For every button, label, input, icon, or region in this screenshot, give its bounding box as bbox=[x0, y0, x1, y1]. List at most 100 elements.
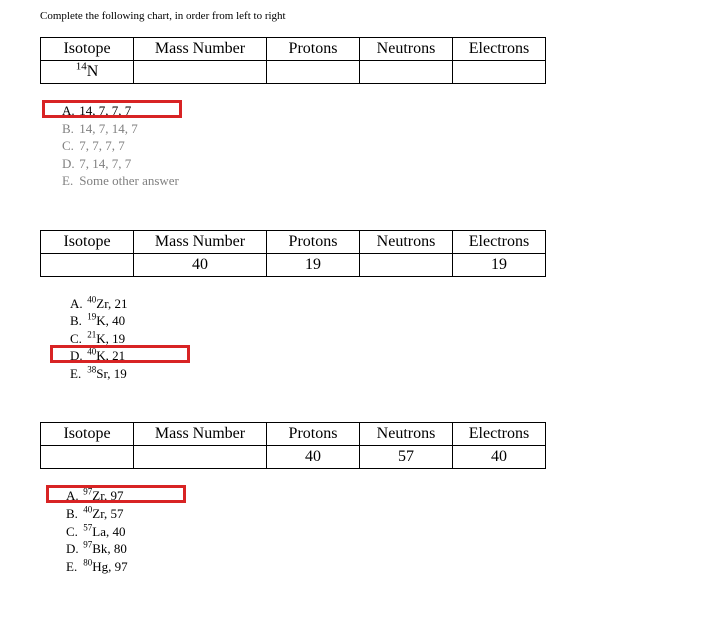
q3-ans-d: D. 97Bk, 80 bbox=[50, 540, 680, 558]
q1-ans-c: C. 7, 7, 7, 7 bbox=[46, 137, 680, 155]
ans-text: 7, 7, 7, 7 bbox=[79, 138, 125, 153]
q2-ans-a: A. 40Zr, 21 bbox=[54, 295, 680, 313]
q2-electrons-cell: 19 bbox=[453, 253, 546, 276]
ans-text: Some other answer bbox=[79, 173, 179, 188]
q2-ans-b: B. 19K, 40 bbox=[54, 312, 680, 330]
ans-sup: 97 bbox=[83, 487, 92, 497]
ans-label: C. bbox=[62, 137, 76, 155]
th-isotope: Isotope bbox=[41, 230, 134, 253]
table-row: 40 57 40 bbox=[41, 446, 546, 469]
ans-label: A. bbox=[70, 295, 84, 313]
q1-answers: A. 14, 7, 7, 7 B. 14, 7, 14, 7 C. 7, 7, … bbox=[46, 102, 680, 190]
ans-text: Sr, 19 bbox=[96, 366, 127, 381]
q3-table: Isotope Mass Number Protons Neutrons Ele… bbox=[40, 422, 546, 469]
ans-text: Zr, 57 bbox=[92, 506, 123, 521]
q2-answers: A. 40Zr, 21 B. 19K, 40 C. 21K, 19 D. 40K… bbox=[54, 295, 680, 383]
ans-label: A. bbox=[62, 102, 76, 120]
q1-iso-sup: 14 bbox=[76, 61, 87, 73]
table-header-row: Isotope Mass Number Protons Neutrons Ele… bbox=[41, 423, 546, 446]
ans-text: 14, 7, 14, 7 bbox=[79, 121, 138, 136]
q3-ans-b: B. 40Zr, 57 bbox=[50, 505, 680, 523]
th-neutrons: Neutrons bbox=[360, 38, 453, 61]
th-electrons: Electrons bbox=[453, 230, 546, 253]
th-electrons: Electrons bbox=[453, 423, 546, 446]
th-isotope: Isotope bbox=[41, 38, 134, 61]
q2-mass-cell: 40 bbox=[134, 253, 267, 276]
q1-mass-cell bbox=[134, 61, 267, 84]
ans-text: 14, 7, 7, 7 bbox=[79, 103, 131, 118]
ans-sup: 21 bbox=[87, 330, 96, 340]
q2-protons-cell: 19 bbox=[267, 253, 360, 276]
table-row: 40 19 19 bbox=[41, 253, 546, 276]
q3-neutrons-cell: 57 bbox=[360, 446, 453, 469]
table-header-row: Isotope Mass Number Protons Neutrons Ele… bbox=[41, 38, 546, 61]
q2-ans-c: C. 21K, 19 bbox=[54, 330, 680, 348]
q2-ans-d: D. 40K, 21 bbox=[54, 347, 680, 365]
ans-label: D. bbox=[70, 347, 84, 365]
th-isotope: Isotope bbox=[41, 423, 134, 446]
ans-text: 7, 14, 7, 7 bbox=[79, 156, 131, 171]
ans-sup: 57 bbox=[83, 522, 92, 532]
q1-isotope-cell: 14N bbox=[41, 61, 134, 84]
th-protons: Protons bbox=[267, 230, 360, 253]
q1-ans-b: B. 14, 7, 14, 7 bbox=[46, 120, 680, 138]
q1-iso-elem: N bbox=[87, 63, 99, 80]
ans-text: K, 19 bbox=[96, 331, 125, 346]
table-row: 14N bbox=[41, 61, 546, 84]
q3-electrons-cell: 40 bbox=[453, 446, 546, 469]
q1-ans-a: A. 14, 7, 7, 7 bbox=[46, 102, 680, 120]
q1-electrons-cell bbox=[453, 61, 546, 84]
q3-isotope-cell bbox=[41, 446, 134, 469]
ans-label: B. bbox=[62, 120, 76, 138]
th-protons: Protons bbox=[267, 423, 360, 446]
ans-sup: 40 bbox=[87, 347, 96, 357]
ans-sup: 80 bbox=[83, 557, 92, 567]
q1-table: Isotope Mass Number Protons Neutrons Ele… bbox=[40, 37, 546, 84]
ans-label: D. bbox=[62, 155, 76, 173]
th-mass: Mass Number bbox=[134, 423, 267, 446]
q1-ans-d: D. 7, 14, 7, 7 bbox=[46, 155, 680, 173]
ans-sup: 40 bbox=[87, 294, 96, 304]
ans-label: A. bbox=[66, 487, 80, 505]
ans-label: B. bbox=[66, 505, 80, 523]
ans-text: K, 21 bbox=[96, 348, 125, 363]
table-header-row: Isotope Mass Number Protons Neutrons Ele… bbox=[41, 230, 546, 253]
q2-isotope-cell bbox=[41, 253, 134, 276]
ans-text: Zr, 21 bbox=[96, 296, 127, 311]
ans-sup: 97 bbox=[83, 540, 92, 550]
ans-text: La, 40 bbox=[92, 524, 125, 539]
ans-sup: 38 bbox=[87, 365, 96, 375]
th-neutrons: Neutrons bbox=[360, 230, 453, 253]
ans-label: D. bbox=[66, 540, 80, 558]
q1-ans-e: E. Some other answer bbox=[46, 172, 680, 190]
ans-label: E. bbox=[70, 365, 84, 383]
q2-neutrons-cell bbox=[360, 253, 453, 276]
ans-sup: 19 bbox=[87, 312, 96, 322]
ans-label: E. bbox=[66, 558, 80, 576]
th-electrons: Electrons bbox=[453, 38, 546, 61]
th-protons: Protons bbox=[267, 38, 360, 61]
ans-text: Zr, 97 bbox=[92, 488, 123, 503]
q1-protons-cell bbox=[267, 61, 360, 84]
instruction-text: Complete the following chart, in order f… bbox=[40, 10, 680, 22]
ans-text: K, 40 bbox=[96, 313, 125, 328]
ans-label: B. bbox=[70, 312, 84, 330]
ans-text: Bk, 80 bbox=[92, 541, 127, 556]
th-mass: Mass Number bbox=[134, 230, 267, 253]
q3-ans-a: A. 97Zr, 97 bbox=[50, 487, 680, 505]
ans-label: C. bbox=[70, 330, 84, 348]
q3-ans-c: C. 57La, 40 bbox=[50, 523, 680, 541]
q3-mass-cell bbox=[134, 446, 267, 469]
ans-label: C. bbox=[66, 523, 80, 541]
q3-ans-e: E. 80Hg, 97 bbox=[50, 558, 680, 576]
q2-table: Isotope Mass Number Protons Neutrons Ele… bbox=[40, 230, 546, 277]
q3-protons-cell: 40 bbox=[267, 446, 360, 469]
ans-label: E. bbox=[62, 172, 76, 190]
ans-text: Hg, 97 bbox=[92, 559, 127, 574]
th-neutrons: Neutrons bbox=[360, 423, 453, 446]
th-mass: Mass Number bbox=[134, 38, 267, 61]
q3-answers: A. 97Zr, 97 B. 40Zr, 57 C. 57La, 40 D. 9… bbox=[50, 487, 680, 575]
q1-neutrons-cell bbox=[360, 61, 453, 84]
q2-ans-e: E. 38Sr, 19 bbox=[54, 365, 680, 383]
ans-sup: 40 bbox=[83, 505, 92, 515]
